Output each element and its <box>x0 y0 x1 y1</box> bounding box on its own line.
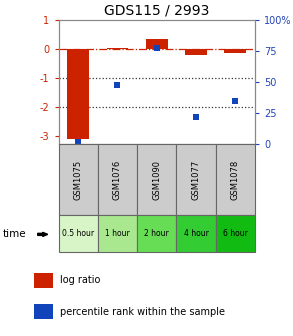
Bar <box>35 304 52 319</box>
Text: GSM1077: GSM1077 <box>192 160 200 200</box>
Bar <box>216 144 255 215</box>
Bar <box>59 144 98 215</box>
Text: 1 hour: 1 hour <box>105 229 130 238</box>
Text: log ratio: log ratio <box>60 275 100 285</box>
Text: GSM1078: GSM1078 <box>231 160 240 200</box>
Bar <box>185 49 207 55</box>
Text: GSM1075: GSM1075 <box>74 160 83 200</box>
Bar <box>176 144 216 215</box>
Text: 0.5 hour: 0.5 hour <box>62 229 94 238</box>
Text: GSM1090: GSM1090 <box>152 160 161 200</box>
Bar <box>107 48 128 49</box>
Text: GSM1076: GSM1076 <box>113 160 122 200</box>
Bar <box>67 49 89 139</box>
Bar <box>137 144 176 215</box>
Text: 2 hour: 2 hour <box>144 229 169 238</box>
Bar <box>98 144 137 215</box>
Text: time: time <box>3 228 27 239</box>
Text: percentile rank within the sample: percentile rank within the sample <box>60 307 225 317</box>
FancyArrow shape <box>38 232 48 237</box>
Bar <box>216 215 255 252</box>
Bar <box>224 49 246 53</box>
Bar <box>176 215 216 252</box>
Text: 6 hour: 6 hour <box>223 229 248 238</box>
Text: 4 hour: 4 hour <box>184 229 208 238</box>
Bar <box>146 39 168 49</box>
Title: GDS115 / 2993: GDS115 / 2993 <box>104 4 209 17</box>
Bar <box>35 273 52 288</box>
Bar <box>59 215 98 252</box>
Bar <box>98 215 137 252</box>
Bar <box>137 215 176 252</box>
